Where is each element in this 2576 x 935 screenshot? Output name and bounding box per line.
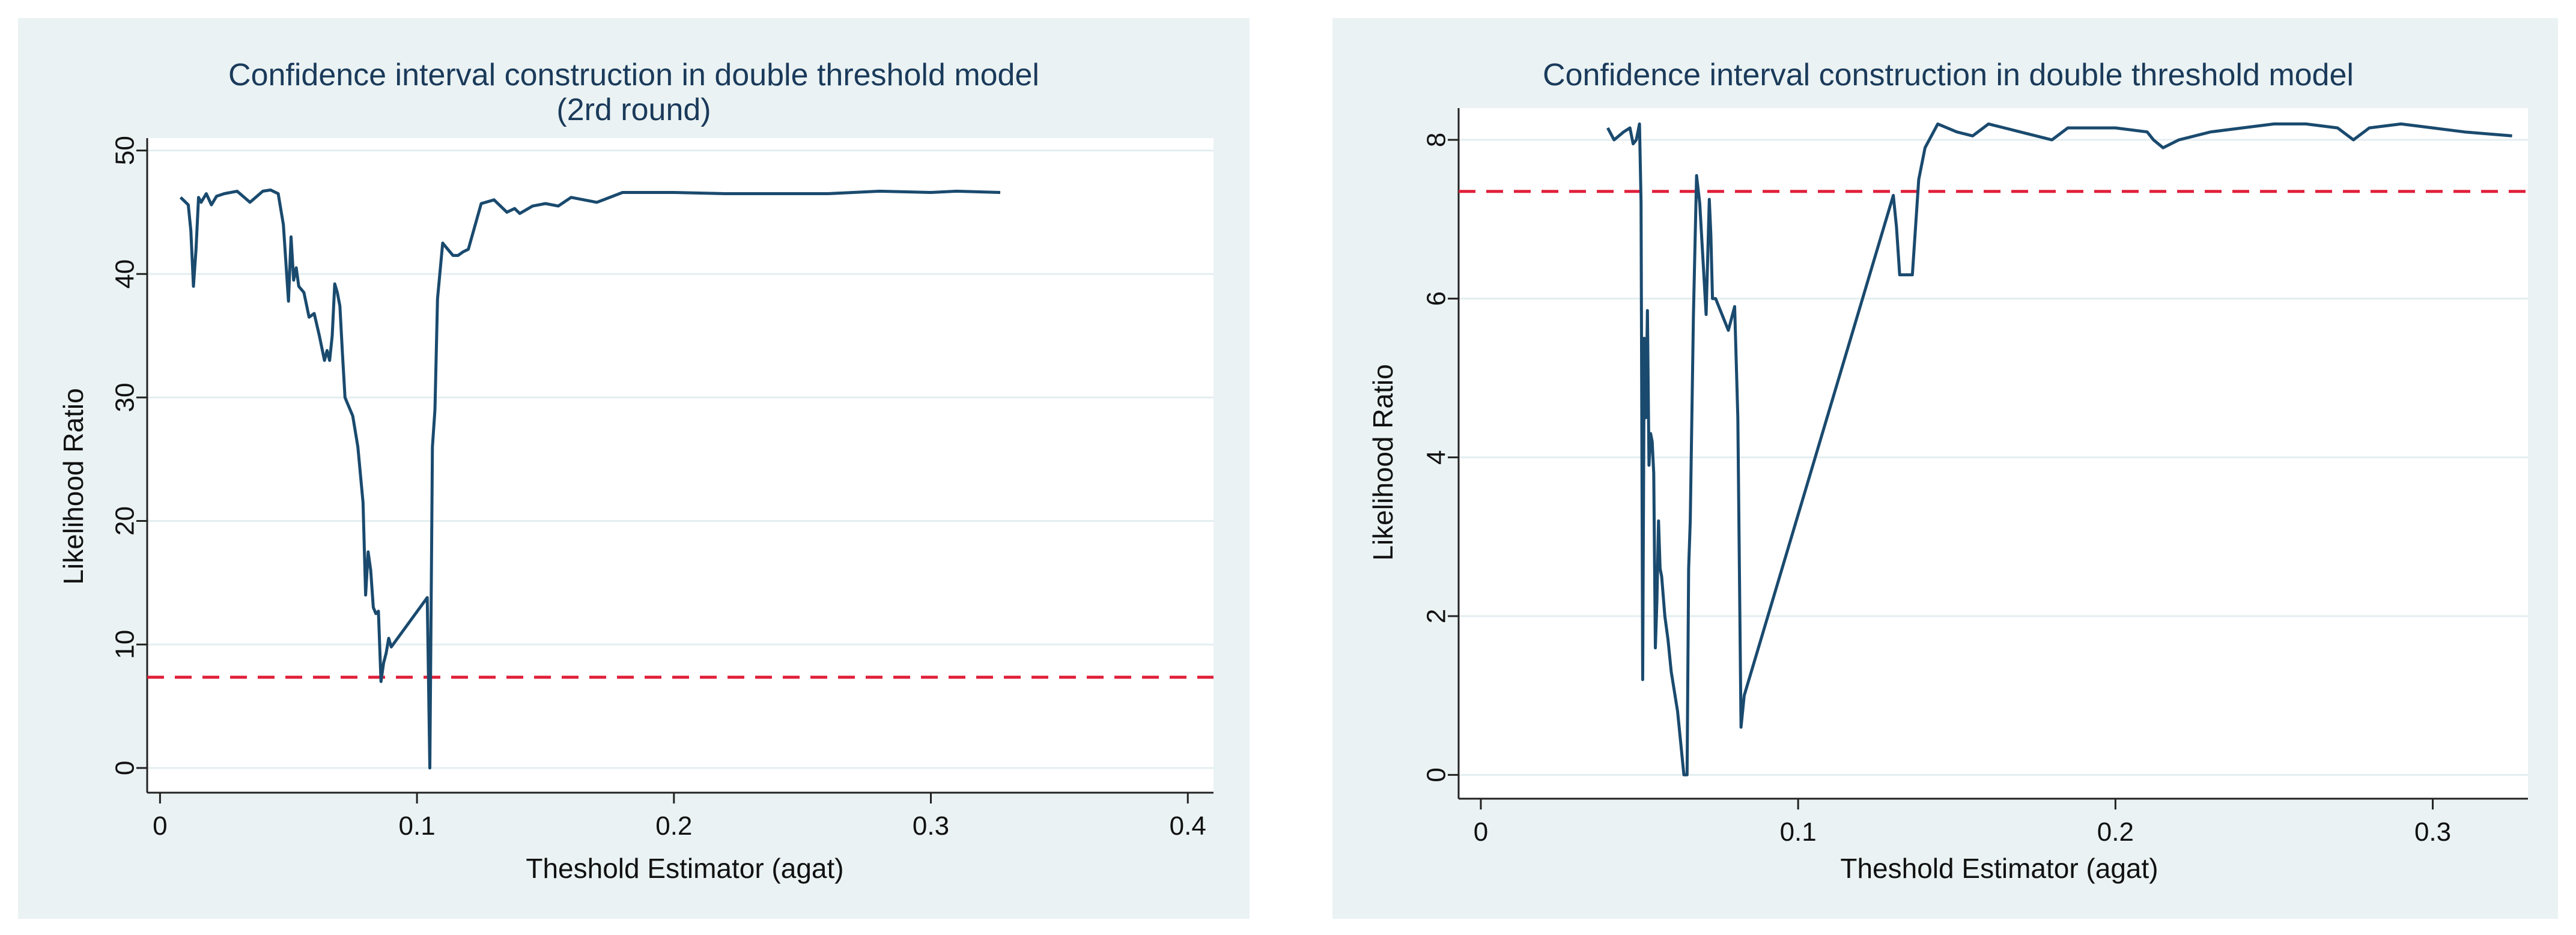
x-tick-label: 0.1	[399, 811, 436, 841]
plot-area	[1459, 108, 2528, 799]
y-tick-label: 2	[1421, 609, 1451, 623]
x-tick-label: 0.4	[1170, 811, 1206, 841]
likelihood-ratio-series-line	[1606, 122, 2512, 776]
y-axis-label: Likelihood Ratio	[1367, 364, 1399, 560]
likelihood-ratio-series-line	[179, 188, 1001, 770]
chart-subtitle: (2rd round)	[556, 92, 711, 127]
y-tick-label: 4	[1421, 450, 1451, 464]
right-chart-panel: 0 2 4 6 8 0 0.1 0.2 0.3 Confidence interval const…	[1332, 18, 2558, 919]
left-chart-panel: 0 10 20 30 40 50 0 0.1 0.2 0.3 0.4 Confidence inter…	[18, 18, 1250, 919]
x-tick-label: 0.3	[913, 811, 949, 841]
x-axis-label: Theshold Estimator (agat)	[526, 853, 843, 884]
x-tick-label: 0.3	[2414, 817, 2451, 847]
right-chart: 0 2 4 6 8 0 0.1 0.2 0.3 Confidence interval const…	[1367, 58, 2528, 884]
y-tick-label: 40	[110, 259, 139, 289]
plot-area	[147, 138, 1214, 793]
y-tick-label: 30	[110, 383, 139, 412]
chart-title: Confidence interval construction in doub…	[228, 58, 1039, 92]
chart-title: Confidence interval construction in doub…	[1543, 58, 2354, 92]
y-tick-label: 0	[110, 761, 139, 775]
y-tick-label: 50	[110, 136, 139, 165]
y-axis-label: Likelihood Ratio	[58, 388, 89, 584]
y-tick-label: 10	[110, 630, 139, 659]
x-tick-label: 0.2	[2097, 817, 2134, 847]
y-tick-label: 8	[1421, 133, 1451, 147]
x-axis-label: Theshold Estimator (agat)	[1840, 853, 2158, 884]
x-tick-label: 0.2	[655, 811, 692, 841]
y-tick-label: 20	[110, 506, 139, 536]
left-chart: 0 10 20 30 40 50 0 0.1 0.2 0.3 0.4 Confidence inter…	[58, 58, 1214, 884]
x-tick-label: 0.1	[1780, 817, 1817, 847]
y-tick-label: 0	[1421, 767, 1451, 782]
x-tick-label: 0	[153, 811, 167, 841]
x-tick-label: 0	[1474, 817, 1488, 847]
y-tick-label: 6	[1421, 291, 1451, 306]
